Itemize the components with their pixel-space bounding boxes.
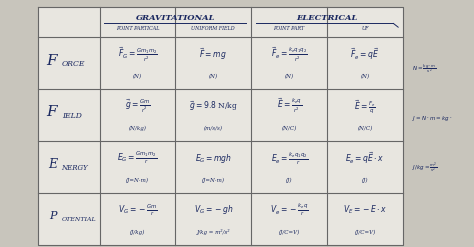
Text: IELD: IELD (62, 112, 82, 120)
Text: OTENTIAL: OTENTIAL (62, 217, 96, 222)
Text: $\vec{F} = mg$: $\vec{F} = mg$ (200, 46, 227, 62)
Text: F: F (46, 54, 57, 67)
Text: (N): (N) (209, 74, 218, 79)
Text: P: P (49, 211, 57, 221)
Text: ELECTRICAL: ELECTRICAL (296, 14, 358, 21)
Text: (J=N·m): (J=N·m) (126, 178, 149, 183)
Text: POINT PARTICAL: POINT PARTICAL (116, 26, 159, 31)
Text: $E_G = mgh$: $E_G = mgh$ (195, 152, 232, 165)
Text: NERGY: NERGY (62, 164, 88, 172)
Text: (J/C=V): (J/C=V) (279, 229, 300, 235)
Text: E: E (48, 158, 57, 171)
Text: $\vec{E} = \frac{F_e}{q}$: $\vec{E} = \frac{F_e}{q}$ (354, 98, 376, 115)
Text: (J/kg): (J/kg) (130, 229, 145, 235)
Text: $\vec{F}_G = \frac{Gm_1m_2}{r^2}$: $\vec{F}_G = \frac{Gm_1m_2}{r^2}$ (118, 45, 157, 64)
Text: $\vec{g} = 9.8$ N/kg: $\vec{g} = 9.8$ N/kg (189, 99, 238, 113)
Text: $E_e = \frac{k_e q_1 q_2}{r}$: $E_e = \frac{k_e q_1 q_2}{r}$ (271, 150, 308, 166)
Text: (N): (N) (133, 74, 142, 79)
Text: $E_G = \frac{Gm_1m_2}{r}$: $E_G = \frac{Gm_1m_2}{r}$ (118, 150, 157, 166)
Text: $V_G = -gh$: $V_G = -gh$ (193, 204, 233, 216)
Text: (J=N·m): (J=N·m) (202, 178, 225, 183)
Text: $\vec{E} = \frac{k_e q}{r^2}$: $\vec{E} = \frac{k_e q}{r^2}$ (276, 97, 302, 116)
Text: $V_e = -\frac{k_e q}{r}$: $V_e = -\frac{k_e q}{r}$ (270, 202, 309, 218)
Text: UNIFORM FIELD: UNIFORM FIELD (191, 26, 235, 31)
Text: $V_E = -E \cdot x$: $V_E = -E \cdot x$ (343, 204, 387, 216)
Text: $E_e = q\vec{E} \cdot x$: $E_e = q\vec{E} \cdot x$ (345, 150, 385, 166)
Text: (N/C): (N/C) (282, 126, 297, 131)
Text: (N/kg): (N/kg) (128, 126, 146, 131)
Text: $V_G = -\frac{Gm}{r}$: $V_G = -\frac{Gm}{r}$ (118, 202, 157, 218)
Text: $\vec{F}_e = q\vec{E}$: $\vec{F}_e = q\vec{E}$ (350, 46, 380, 62)
Text: $J/kg = \frac{m^2}{s^2}$: $J/kg = \frac{m^2}{s^2}$ (412, 161, 438, 175)
Text: GRAVITATIONAL: GRAVITATIONAL (136, 14, 215, 21)
Text: (N): (N) (284, 74, 294, 79)
Text: ORCE: ORCE (62, 60, 85, 68)
Text: (J/C=V): (J/C=V) (355, 229, 375, 235)
Text: J/kg = m²/s²: J/kg = m²/s² (197, 229, 230, 235)
Text: $J = N \cdot m = kg \cdot$: $J = N \cdot m = kg \cdot$ (412, 114, 453, 123)
Text: UF: UF (361, 26, 369, 31)
Text: F: F (46, 105, 57, 119)
Text: (m/s/s): (m/s/s) (204, 126, 223, 131)
Text: $\vec{F}_e = \frac{k_e q_1 q_2}{r^2}$: $\vec{F}_e = \frac{k_e q_1 q_2}{r^2}$ (271, 45, 308, 64)
Text: (N): (N) (360, 74, 370, 79)
Bar (38, 7, 403, 245)
Text: (N/C): (N/C) (357, 126, 373, 131)
Text: POINT PART: POINT PART (273, 26, 305, 31)
Text: (J): (J) (362, 178, 368, 183)
Text: (J): (J) (286, 178, 292, 183)
Text: $N = \frac{kg \cdot m}{s^2}$: $N = \frac{kg \cdot m}{s^2}$ (412, 63, 437, 76)
Text: $\vec{g} = \frac{Gm}{r^2}$: $\vec{g} = \frac{Gm}{r^2}$ (125, 98, 150, 115)
